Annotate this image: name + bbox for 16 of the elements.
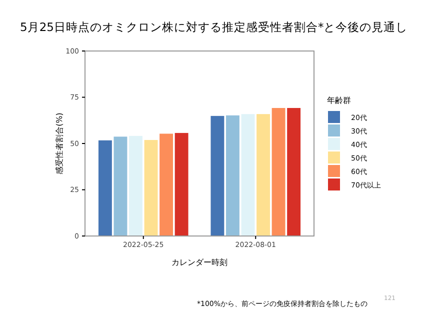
legend-title: 年齢群 xyxy=(327,96,351,105)
bar xyxy=(160,134,173,236)
bar xyxy=(210,116,224,236)
bar xyxy=(226,115,240,236)
y-axis-title: 感受性者割合(%) xyxy=(55,112,64,174)
bar xyxy=(174,132,188,236)
bar xyxy=(287,108,301,236)
bar xyxy=(98,140,112,236)
bar xyxy=(114,136,128,236)
bar xyxy=(144,140,158,236)
bar xyxy=(241,114,255,236)
chart-title: 5月25日時点のオミクロン株に対する推定感受性者割合*と今後の見通し xyxy=(20,20,408,34)
x-axis-title: カレンダー時刻 xyxy=(172,258,228,267)
bar xyxy=(256,114,270,236)
bar xyxy=(272,108,286,236)
bar xyxy=(129,136,142,236)
